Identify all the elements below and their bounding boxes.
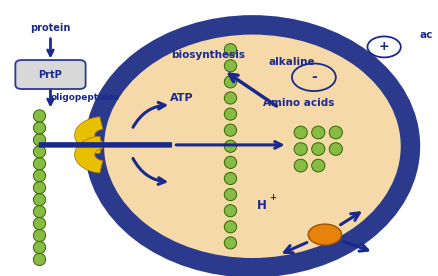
Ellipse shape — [224, 221, 236, 233]
Ellipse shape — [224, 172, 236, 185]
Ellipse shape — [33, 158, 46, 170]
Text: +: + — [268, 193, 275, 202]
Ellipse shape — [224, 205, 236, 217]
Text: alkaline: alkaline — [268, 57, 314, 67]
FancyBboxPatch shape — [39, 142, 172, 148]
Ellipse shape — [328, 126, 342, 139]
Text: oligopeptides: oligopeptides — [50, 93, 119, 102]
Ellipse shape — [224, 108, 236, 120]
Ellipse shape — [33, 206, 46, 218]
Polygon shape — [74, 136, 103, 173]
Text: Amino acids: Amino acids — [262, 99, 333, 108]
Ellipse shape — [33, 229, 46, 242]
Ellipse shape — [94, 25, 410, 268]
Text: ac: ac — [418, 30, 431, 39]
Ellipse shape — [33, 253, 46, 266]
Ellipse shape — [33, 193, 46, 206]
Ellipse shape — [224, 92, 236, 104]
Text: protein: protein — [30, 23, 71, 33]
Ellipse shape — [224, 140, 236, 152]
Text: H: H — [256, 199, 266, 212]
Ellipse shape — [311, 126, 324, 139]
Ellipse shape — [224, 44, 236, 56]
Ellipse shape — [293, 143, 307, 155]
Ellipse shape — [224, 60, 236, 72]
Ellipse shape — [33, 182, 46, 194]
Ellipse shape — [224, 156, 236, 168]
Text: -: - — [310, 70, 316, 84]
Ellipse shape — [293, 126, 307, 139]
Text: biosynthesis: biosynthesis — [171, 50, 245, 60]
FancyBboxPatch shape — [15, 60, 85, 89]
Ellipse shape — [33, 110, 46, 122]
Ellipse shape — [224, 76, 236, 88]
Ellipse shape — [224, 189, 236, 201]
Polygon shape — [74, 117, 103, 154]
Ellipse shape — [33, 146, 46, 158]
Ellipse shape — [33, 134, 46, 146]
Text: PrtP: PrtP — [39, 70, 62, 79]
Ellipse shape — [33, 122, 46, 134]
Ellipse shape — [33, 242, 46, 254]
Ellipse shape — [293, 159, 307, 172]
Ellipse shape — [311, 159, 324, 172]
Text: +: + — [378, 40, 389, 54]
Text: ATP: ATP — [170, 93, 194, 103]
Ellipse shape — [224, 124, 236, 136]
Ellipse shape — [33, 217, 46, 230]
Ellipse shape — [224, 237, 236, 249]
Ellipse shape — [33, 170, 46, 182]
Circle shape — [307, 224, 341, 245]
Ellipse shape — [328, 143, 342, 155]
Ellipse shape — [311, 143, 324, 155]
